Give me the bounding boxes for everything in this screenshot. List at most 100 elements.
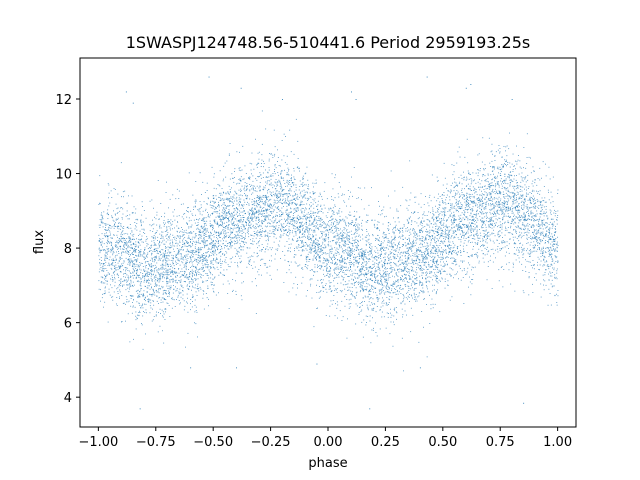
data-point — [529, 253, 531, 255]
data-point — [255, 218, 257, 220]
data-point — [115, 242, 117, 243]
data-point — [102, 266, 104, 268]
data-point — [495, 215, 497, 217]
data-point — [250, 217, 252, 219]
data-point — [162, 286, 164, 288]
data-point — [491, 143, 493, 145]
data-point — [393, 284, 395, 285]
data-point — [114, 260, 116, 261]
data-point — [391, 290, 392, 291]
data-point — [159, 226, 161, 227]
data-point — [120, 266, 122, 267]
data-point — [426, 231, 428, 233]
data-point — [181, 216, 183, 218]
data-point — [379, 293, 381, 295]
data-point — [328, 245, 330, 247]
data-point — [317, 307, 318, 309]
data-point — [398, 217, 399, 219]
data-point — [445, 252, 447, 254]
data-point — [315, 202, 317, 204]
data-point — [402, 276, 403, 277]
data-point — [517, 210, 519, 212]
data-point — [539, 219, 541, 221]
data-point — [187, 211, 188, 212]
data-point — [186, 232, 188, 234]
data-point — [268, 160, 270, 162]
data-point — [555, 213, 557, 214]
data-point — [472, 274, 474, 275]
data-point — [479, 232, 481, 234]
data-point — [194, 274, 196, 276]
data-point — [551, 249, 553, 251]
data-point — [225, 216, 226, 218]
data-point — [132, 243, 134, 245]
data-point — [295, 210, 297, 212]
data-point — [195, 244, 197, 245]
data-point — [254, 207, 256, 209]
data-point — [195, 206, 196, 208]
data-point — [324, 241, 326, 242]
data-point — [477, 199, 479, 201]
data-point — [169, 287, 171, 288]
data-point — [502, 240, 504, 241]
data-point — [435, 228, 437, 230]
data-point — [305, 295, 307, 297]
data-point — [298, 236, 300, 238]
data-point — [372, 235, 374, 237]
data-point — [498, 201, 500, 203]
data-point — [234, 224, 235, 226]
data-point — [210, 249, 212, 250]
data-point — [472, 279, 474, 280]
data-point — [140, 239, 142, 241]
data-point — [304, 266, 306, 267]
data-point — [384, 234, 386, 236]
data-point — [485, 206, 487, 208]
data-point — [265, 249, 266, 250]
data-point — [439, 201, 441, 203]
data-point — [503, 202, 505, 204]
data-point — [316, 292, 318, 293]
data-point — [212, 212, 214, 214]
data-point — [362, 255, 364, 257]
data-point — [126, 202, 128, 204]
data-point — [292, 238, 293, 240]
data-point — [369, 250, 371, 252]
data-point — [396, 281, 397, 282]
data-point — [386, 283, 388, 285]
data-point — [187, 288, 189, 290]
data-point — [199, 248, 201, 250]
data-point — [493, 204, 495, 206]
data-point — [122, 238, 124, 240]
data-point — [350, 290, 352, 292]
data-point — [104, 233, 106, 235]
data-point — [465, 216, 467, 218]
data-point — [190, 303, 191, 305]
data-point — [241, 204, 242, 206]
data-point — [210, 233, 212, 235]
data-point — [226, 215, 228, 216]
data-point — [297, 227, 298, 229]
data-point — [543, 284, 544, 286]
data-point — [312, 198, 314, 200]
data-point — [222, 274, 224, 276]
data-point — [468, 202, 469, 204]
data-point — [231, 219, 233, 221]
data-point — [222, 238, 224, 240]
data-point — [377, 221, 379, 223]
data-point — [153, 237, 155, 239]
data-point — [494, 193, 496, 195]
data-point — [371, 286, 373, 287]
data-point — [534, 215, 536, 216]
data-point — [351, 221, 353, 223]
data-point — [158, 243, 160, 245]
data-point — [491, 219, 493, 221]
data-point — [219, 218, 221, 220]
data-point — [244, 241, 246, 243]
data-point — [434, 222, 436, 224]
data-point — [424, 262, 426, 264]
data-point — [211, 260, 213, 262]
data-point — [489, 186, 490, 187]
data-point — [337, 234, 338, 236]
data-point — [308, 217, 310, 219]
data-point — [221, 232, 222, 234]
